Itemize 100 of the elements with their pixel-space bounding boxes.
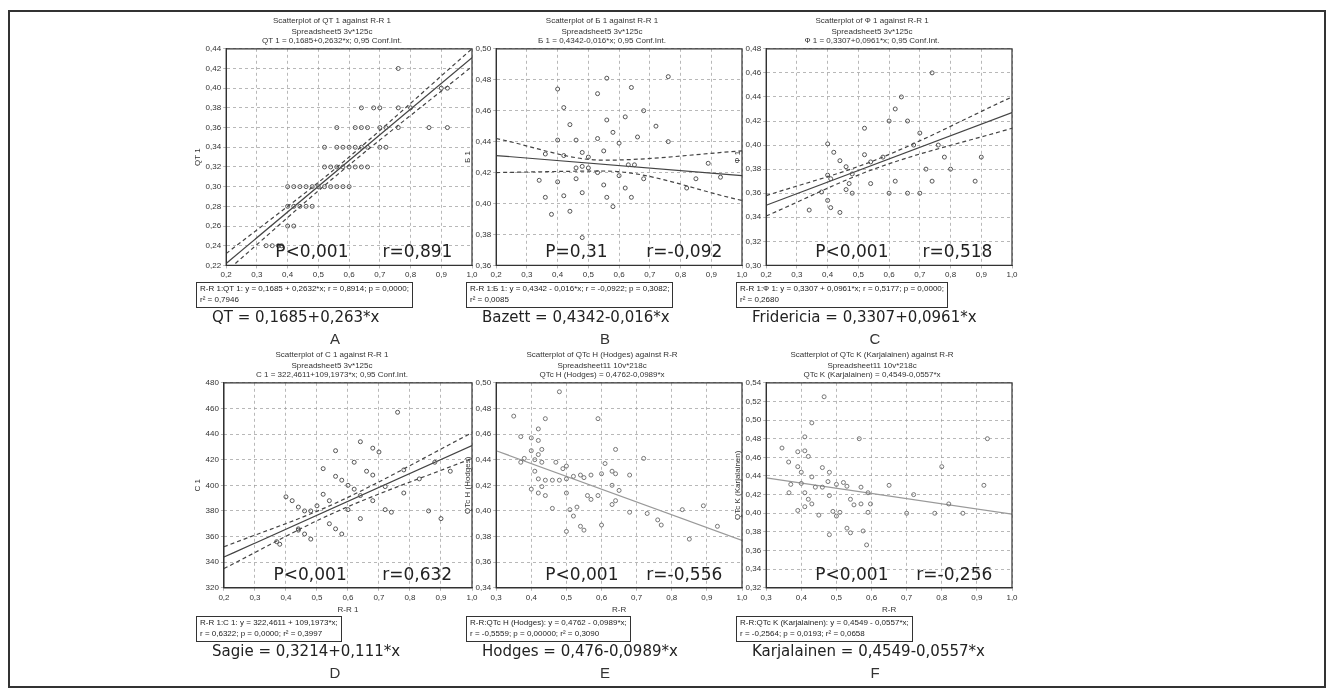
x-tick-label: 0,3 — [249, 592, 262, 602]
y-axis-title: QTc H (Hodges) — [463, 456, 472, 514]
y-tick-label: 0,46 — [475, 429, 492, 439]
x-tick-label: 0,4 — [525, 592, 538, 602]
chart-title: Scatterplot of Ф 1 against R-R 1 — [815, 16, 930, 25]
text: r² = 0,7946 — [200, 294, 239, 304]
text: Hodges = 0,476-0,0989*x — [482, 642, 678, 660]
x-tick-label: 0,9 — [705, 270, 718, 280]
y-tick-label: 0,40 — [745, 140, 762, 150]
y-tick-label: 0,38 — [475, 229, 492, 239]
x-tick-label: 0,4 — [795, 592, 808, 602]
y-tick-label: 320 — [205, 583, 220, 592]
y-tick-label: 0,32 — [205, 162, 222, 172]
y-tick-label: 0,38 — [745, 164, 762, 174]
x-tick-label: 0,6 — [595, 592, 608, 602]
y-tick-label: 0,36 — [475, 557, 492, 567]
y-tick-label: 0,42 — [745, 489, 762, 499]
y-axis-title: QT 1 — [193, 147, 202, 166]
chart-subtitle: Spreadsheet5 3v*125c — [291, 360, 373, 370]
x-tick-label: 0,4 — [280, 592, 293, 602]
y-tick-label: 0,34 — [475, 583, 492, 592]
annotation: P<0,001 — [815, 241, 889, 262]
annotation: P<0,001 — [545, 563, 619, 584]
x-tick-label: 0,5 — [311, 592, 324, 602]
annotation: P<0,001 — [275, 241, 349, 262]
y-tick-label: 0,46 — [745, 68, 762, 78]
y-tick-label: 0,50 — [745, 415, 762, 425]
x-tick-label: 0,9 — [435, 592, 448, 602]
text: R-R 1:Б 1: y = 0,4342 - 0,016*x; r = -0,0922; p = 0,3082; — [470, 284, 670, 293]
y-axis-title: Б 1 — [463, 150, 472, 164]
y-tick-label: 0,54 — [745, 378, 762, 387]
x-tick-label: 0,6 — [343, 270, 356, 280]
x-tick-label: 0,2 — [490, 270, 503, 280]
x-tick-label: 0,6 — [883, 270, 896, 280]
annotation: P<0,001 — [273, 563, 347, 584]
y-tick-label: 0,38 — [205, 103, 222, 113]
chart-subtitle: Spreadsheet11 10v*218c — [827, 360, 917, 370]
annotation: r=-0,256 — [916, 563, 993, 584]
text: QT = 0,1685+0,263*x — [212, 308, 380, 326]
y-tick-label: 340 — [205, 557, 220, 567]
y-tick-label: 0,48 — [745, 433, 762, 443]
x-tick-label: 1,0 — [466, 592, 479, 602]
text: r = 0,6322; p = 0,0000; r² = 0,3997 — [200, 628, 323, 638]
x-tick-label: 0,8 — [666, 592, 678, 602]
annotation: r=-0,556 — [646, 563, 723, 584]
chart-title: Scatterplot of Б 1 against R-R 1 — [545, 16, 659, 25]
x-axis-title: R-R 1 — [337, 605, 359, 615]
x-tick-label: 1,0 — [736, 270, 749, 280]
y-tick-label: 0,48 — [745, 44, 762, 53]
y-axis-title: С 1 — [193, 478, 202, 492]
x-tick-label: 0,8 — [404, 270, 417, 280]
x-tick-label: 0,2 — [220, 270, 233, 280]
y-tick-label: 0,44 — [475, 454, 492, 464]
y-tick-label: 0,32 — [745, 583, 762, 592]
x-tick-label: 0,4 — [822, 270, 834, 280]
y-tick-label: 0,36 — [745, 188, 762, 198]
text: R-R 1:Ф 1: y = 0,3307 + 0,0961*x; r = 0,5177; p = 0,0000; — [740, 284, 944, 293]
annotation: r=-0,092 — [646, 241, 723, 262]
annotation: r=0,632 — [382, 563, 453, 584]
y-tick-label: 0,42 — [205, 63, 222, 73]
text: E — [599, 664, 611, 681]
x-tick-label: 1,0 — [1006, 270, 1019, 280]
y-tick-label: 0,40 — [745, 508, 762, 518]
x-tick-label: 0,9 — [975, 270, 988, 280]
x-tick-label: 0,6 — [613, 270, 626, 280]
x-tick-label: 0,5 — [560, 592, 573, 602]
text: r² = 0,2680 — [740, 294, 779, 304]
x-tick-label: 0,6 — [865, 592, 878, 602]
y-tick-label: 400 — [205, 480, 220, 490]
y-tick-label: 0,34 — [745, 564, 762, 574]
x-tick-label: 0,2 — [760, 270, 773, 280]
y-tick-label: 0,48 — [475, 74, 492, 84]
x-tick-label: 0,7 — [644, 270, 656, 280]
x-tick-label: 0,3 — [791, 270, 804, 280]
x-tick-label: 0,2 — [218, 592, 231, 602]
y-tick-label: 0,24 — [205, 240, 222, 250]
text: D — [328, 664, 342, 681]
x-axis-title: R-R — [881, 605, 897, 615]
x-tick-label: 0,8 — [404, 592, 417, 602]
x-tick-label: 0,7 — [631, 592, 643, 602]
y-tick-label: 0,28 — [205, 201, 222, 211]
x-tick-label: 0,5 — [312, 270, 325, 280]
chart-subtitle: Spreadsheet5 3v*125c — [831, 26, 913, 36]
y-tick-label: 480 — [205, 378, 220, 387]
y-tick-label: 0,50 — [475, 378, 492, 387]
y-tick-label: 0,32 — [745, 236, 762, 246]
chart-title: Scatterplot of С 1 against R-R 1 — [275, 350, 390, 359]
y-tick-label: 0,44 — [745, 92, 762, 102]
x-axis-title: R-R — [611, 605, 627, 615]
y-tick-label: 0,34 — [205, 142, 222, 152]
y-tick-label: 0,48 — [475, 403, 492, 413]
x-tick-label: 0,3 — [251, 270, 264, 280]
annotation: r=0,891 — [382, 241, 453, 262]
x-tick-label: 1,0 — [736, 592, 749, 602]
chart-subtitle: Spreadsheet5 3v*125c — [291, 26, 373, 36]
y-tick-label: 460 — [205, 403, 220, 413]
text: A — [329, 330, 341, 347]
text: QTc H (Hodges) = 0,4762-0,0989*x — [539, 370, 665, 380]
text: Ф 1 = 0,3307+0,0961*x; 0,95 Conf.Int. — [804, 36, 940, 46]
x-tick-label: 0,3 — [760, 592, 773, 602]
